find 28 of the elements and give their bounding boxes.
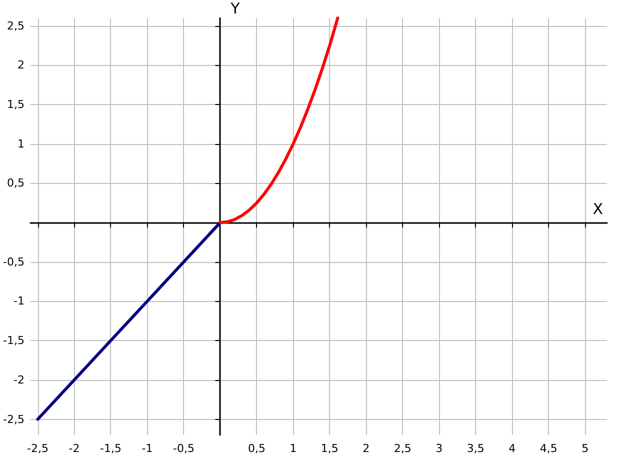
x-tick-label: 4,5 — [540, 442, 558, 455]
y-tick-label: -0,5 — [2, 255, 24, 268]
x-tick-label: 1,5 — [320, 442, 338, 455]
x-tick-label: -1 — [142, 442, 153, 455]
line-series — [218, 16, 340, 224]
x-tick-label: 5 — [582, 442, 589, 455]
y-tick-label: 2,5 — [6, 19, 24, 32]
x-axis-title: X — [592, 200, 603, 218]
x-tick-label: -1,5 — [100, 442, 122, 455]
y-tick-label: 0,5 — [6, 176, 24, 190]
x-tick-label: 2,5 — [394, 442, 412, 455]
x-tick-label: -2 — [68, 442, 80, 455]
y-axis-title: Y — [230, 0, 241, 18]
x-tick-label: -0,5 — [172, 442, 194, 455]
y-tick-label: -2,5 — [2, 412, 24, 426]
x-tick-label: 4 — [508, 442, 516, 455]
y-tick-label: 1 — [17, 137, 24, 150]
y-tick-label: 1,5 — [6, 98, 24, 112]
x-tick-label: 2 — [362, 442, 370, 455]
y-tick-label: 2 — [17, 58, 24, 72]
x-tick-label: 3,5 — [466, 442, 484, 455]
x-tick-label: 3 — [436, 442, 443, 455]
x-tick-label: -2,5 — [27, 442, 48, 455]
y-tick-label: -1 — [13, 294, 24, 308]
x-tick-label: 0,5 — [248, 442, 266, 455]
y-tick-label: -1,5 — [2, 334, 24, 348]
x-tick-label: 1 — [290, 442, 297, 455]
y-tick-label: -2 — [13, 373, 24, 386]
